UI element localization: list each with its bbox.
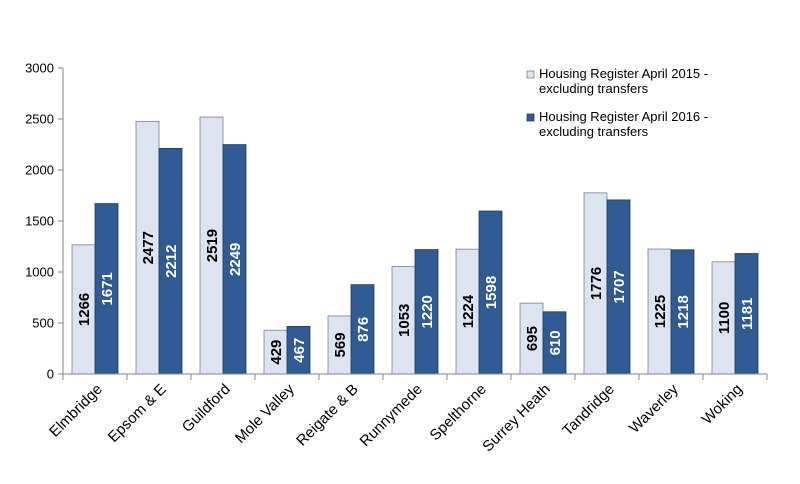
data-label: 1707 [611, 270, 628, 303]
legend-label: excluding transfers [539, 124, 649, 139]
data-label: 429 [268, 340, 285, 365]
data-label: 467 [291, 338, 308, 363]
legend-swatch [526, 70, 535, 79]
data-label: 2519 [204, 229, 221, 262]
data-label: 695 [524, 326, 541, 351]
legend-swatch [526, 113, 535, 122]
data-label: 569 [332, 332, 349, 357]
data-label: 1100 [716, 302, 733, 335]
bars: 1266 1671 2477 2212 2519 2249 429 467 569 876 1053… [71, 116, 759, 375]
y-tick-label: 2000 [25, 163, 54, 178]
x-tick-label: Spelthorne [426, 381, 489, 444]
data-label: 1224 [460, 294, 477, 328]
data-label: 1671 [99, 272, 116, 305]
y-tick-label: 2500 [25, 112, 54, 127]
data-label: 1181 [739, 297, 756, 330]
x-tick-label: Mole Valley [232, 380, 298, 446]
y-tick-label: 1500 [25, 214, 54, 229]
x-tick-label: Waverley [626, 380, 682, 436]
x-tick-label: Epsom & E [105, 381, 170, 446]
x-tick-label: Tandridge [559, 381, 618, 440]
y-tick-label: 1000 [25, 265, 54, 280]
data-label: 2212 [163, 245, 180, 278]
data-label: 2477 [140, 231, 157, 264]
y-axis: 0 500 1000 1500 2000 2500 3000 [25, 61, 64, 382]
data-label: 876 [355, 317, 372, 342]
x-tick-label: Guildford [179, 381, 234, 436]
y-tick-label: 3000 [25, 61, 54, 76]
data-label: 2249 [227, 243, 244, 276]
legend-label: Housing Register April 2015 - [539, 66, 708, 81]
data-label: 1266 [76, 293, 93, 326]
x-tick-label: Runnymede [357, 381, 426, 450]
legend-label: excluding transfers [539, 81, 649, 96]
data-label: 1053 [396, 304, 413, 337]
y-tick-label: 0 [47, 367, 54, 382]
data-label: 610 [547, 330, 564, 355]
data-label: 1776 [588, 267, 605, 300]
data-label: 1225 [652, 295, 669, 328]
legend-label: Housing Register April 2016 - [539, 109, 708, 124]
data-label: 1218 [675, 295, 692, 328]
x-tick-label: Woking [699, 381, 746, 428]
legend: Housing Register April 2015 -excluding t… [526, 66, 708, 139]
data-label: 1220 [419, 295, 436, 328]
data-label: 1598 [483, 276, 500, 309]
y-tick-label: 500 [32, 316, 54, 331]
x-tick-label: Elmbridge [46, 381, 106, 441]
x-tick-label: Surrey Heath [479, 381, 554, 456]
x-tick-label: Reigate & B [293, 381, 362, 450]
